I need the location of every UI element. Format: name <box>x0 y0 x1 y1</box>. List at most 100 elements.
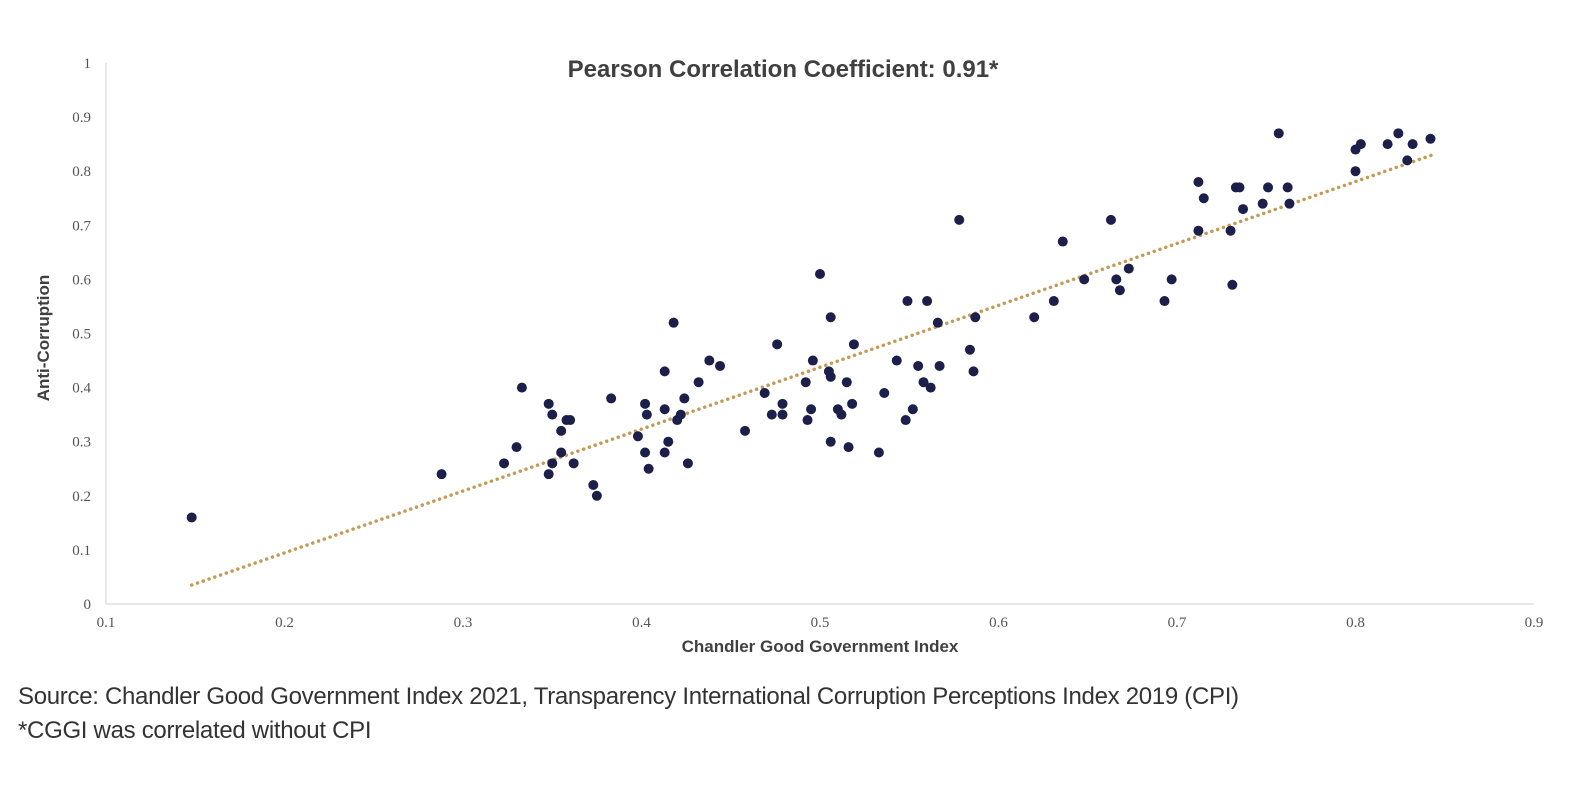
data-point <box>1029 312 1040 323</box>
x-tick-label: 0.9 <box>1525 615 1544 631</box>
data-point <box>777 398 788 409</box>
data-point <box>873 447 884 458</box>
x-tick-label: 0.8 <box>1346 615 1365 631</box>
data-point <box>1057 236 1068 247</box>
data-point <box>663 436 674 447</box>
data-point <box>922 296 933 307</box>
data-point <box>902 296 913 307</box>
data-point <box>1263 182 1274 193</box>
data-point <box>954 214 965 225</box>
data-point <box>186 512 197 523</box>
data-point <box>1425 133 1436 144</box>
data-point <box>659 447 670 458</box>
trendline <box>189 153 1435 587</box>
data-point <box>659 366 670 377</box>
y-tick-label: 0.5 <box>72 327 91 343</box>
y-tick-label: 0.6 <box>72 272 91 288</box>
data-point <box>693 377 704 388</box>
data-point <box>568 458 579 469</box>
y-tick-label: 0.7 <box>72 218 91 234</box>
data-point <box>900 415 911 426</box>
y-tick-label: 1 <box>84 56 92 72</box>
x-tick-label: 0.3 <box>454 615 473 631</box>
data-point <box>766 409 777 420</box>
data-point <box>632 431 643 442</box>
data-point <box>1227 279 1238 290</box>
data-point <box>1048 296 1059 307</box>
data-point <box>918 377 929 388</box>
data-point <box>516 382 527 393</box>
data-point <box>932 317 943 328</box>
x-tick-label: 0.7 <box>1168 615 1187 631</box>
y-tick-label: 0.2 <box>72 489 91 505</box>
data-point <box>675 409 686 420</box>
data-point <box>848 339 859 350</box>
data-point <box>879 388 890 399</box>
data-point <box>640 447 651 458</box>
data-point <box>715 360 726 371</box>
data-point <box>1355 139 1366 150</box>
y-tick-label: 0 <box>84 597 92 613</box>
footnote: *CGGI was correlated without CPI <box>18 717 372 744</box>
data-point <box>511 442 522 453</box>
data-point <box>1193 177 1204 188</box>
data-point <box>1225 225 1236 236</box>
data-point <box>925 382 936 393</box>
data-point <box>543 469 554 480</box>
data-point <box>643 463 654 474</box>
data-point <box>1105 214 1116 225</box>
y-tick-label: 0.8 <box>72 164 91 180</box>
y-axis-title: Anti-Corruption <box>34 275 53 402</box>
data-points <box>186 128 1436 523</box>
data-point <box>825 436 836 447</box>
data-point <box>1114 285 1125 296</box>
x-tick-label: 0.5 <box>811 615 830 631</box>
data-point <box>591 490 602 501</box>
data-point <box>436 469 447 480</box>
data-point <box>556 425 567 436</box>
data-point <box>1350 166 1361 177</box>
data-point <box>806 404 817 415</box>
data-point <box>891 355 902 366</box>
y-tick-label: 0.9 <box>72 110 91 126</box>
data-point <box>682 458 693 469</box>
data-point <box>1111 274 1122 285</box>
x-tick-label: 0.1 <box>97 615 116 631</box>
data-point <box>759 388 770 399</box>
y-tick-label: 0.3 <box>72 435 91 451</box>
data-point <box>964 344 975 355</box>
data-point <box>825 312 836 323</box>
source-note: Source: Chandler Good Government Index 2… <box>18 683 1239 710</box>
data-point <box>565 415 576 426</box>
data-point <box>843 442 854 453</box>
scatter-chart: Pearson Correlation Coefficient: 0.91* 0… <box>34 56 1544 656</box>
data-point <box>547 458 558 469</box>
data-point <box>825 371 836 382</box>
data-point <box>641 409 652 420</box>
data-point <box>1282 182 1293 193</box>
data-point <box>907 404 918 415</box>
data-point <box>499 458 510 469</box>
x-axis-title: Chandler Good Government Index <box>682 637 959 656</box>
data-point <box>1238 204 1249 215</box>
data-point <box>659 404 670 415</box>
data-point <box>841 377 852 388</box>
data-point <box>1402 155 1413 166</box>
data-point <box>1123 263 1134 274</box>
data-point <box>1198 193 1209 204</box>
data-point <box>772 339 783 350</box>
data-point <box>777 409 788 420</box>
data-point <box>847 398 858 409</box>
x-tick-label: 0.6 <box>989 615 1008 631</box>
data-point <box>704 355 715 366</box>
y-tick-label: 0.4 <box>72 381 91 397</box>
x-tick-label: 0.4 <box>632 615 651 631</box>
data-point <box>556 447 567 458</box>
data-point <box>679 393 690 404</box>
data-point <box>1273 128 1284 139</box>
data-point <box>740 425 751 436</box>
data-point <box>807 355 818 366</box>
data-point <box>913 360 924 371</box>
data-point <box>606 393 617 404</box>
data-point <box>1159 296 1170 307</box>
